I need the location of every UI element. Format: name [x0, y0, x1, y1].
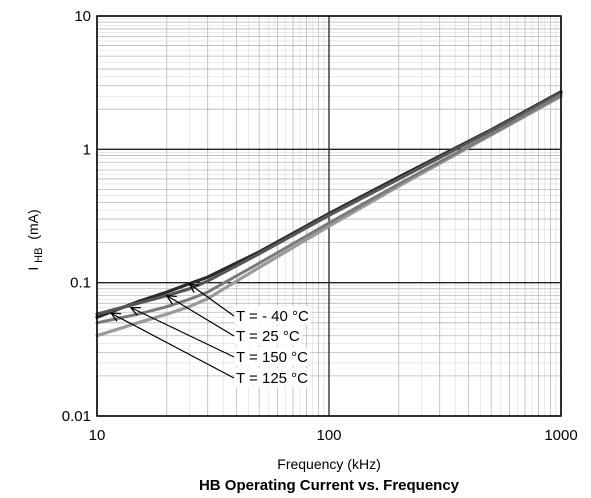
- annotation-arrowhead: [165, 294, 177, 305]
- y-tick-label: 0.1: [70, 275, 91, 292]
- annotation-arrowhead: [109, 312, 122, 322]
- annotation-label: T = 25 °C: [236, 328, 300, 345]
- series-line-3: [95, 93, 563, 325]
- x-tick-label: 10: [89, 427, 106, 444]
- annotation-label: T = 150 °C: [236, 349, 308, 366]
- annotation-arrowhead: [129, 306, 141, 316]
- x-tick-label: 1000: [544, 427, 577, 444]
- annotation-label-bg: [235, 368, 311, 387]
- annotation-arrowhead: [188, 282, 200, 293]
- y-axis-label: I HB (mA): [25, 209, 45, 270]
- y-tick-label: 10: [74, 8, 91, 25]
- y-tick-label: 1: [83, 141, 91, 158]
- annotation-layer: T = - 40 °C T = 25 °C T = 150 °C T = 125 °C: [109, 282, 311, 387]
- series-line-1: [95, 91, 563, 316]
- tick-labels: 10 100 1000 10 1 0.1 0.01: [62, 8, 578, 444]
- plot-frame: [96, 15, 562, 417]
- annotation-leader: [110, 312, 235, 379]
- annotation-label-bg: [235, 347, 311, 366]
- y-axis-label-unit: (mA): [25, 209, 41, 239]
- annotation-label: T = - 40 °C: [236, 308, 309, 325]
- y-axis-label-main: I: [25, 267, 41, 271]
- y-axis-label-sub: HB: [33, 248, 45, 263]
- chart-title: HB Operating Current vs. Frequency: [199, 477, 460, 494]
- x-axis-label: Frequency (kHz): [277, 456, 380, 472]
- annotation-label-bg: [235, 306, 311, 325]
- annotation-label-bg: [235, 326, 302, 345]
- annotation-label: T = 125 °C: [236, 370, 308, 387]
- x-tick-label: 100: [316, 427, 341, 444]
- annotation-leader: [130, 307, 235, 358]
- annotation-leader: [166, 295, 235, 337]
- y-tick-label: 0.01: [62, 408, 91, 425]
- annotation-leader: [188, 283, 235, 317]
